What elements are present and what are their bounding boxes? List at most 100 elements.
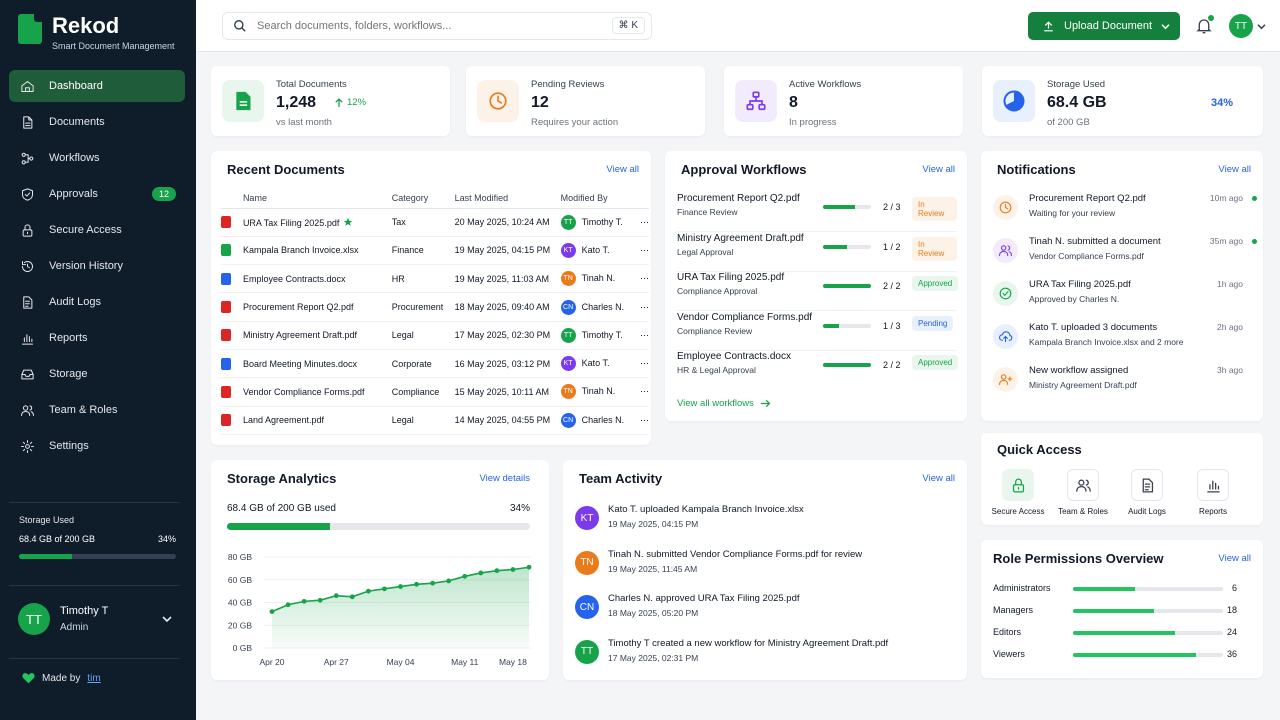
more-options-icon[interactable]: ⋯ — [640, 292, 649, 322]
chart-point[interactable] — [382, 586, 387, 592]
table-row[interactable]: Vendor Compliance Forms.pdf Compliance 15 … — [221, 377, 649, 407]
view-all-link[interactable]: View all — [1218, 553, 1251, 564]
star-icon[interactable] — [343, 217, 353, 227]
sidebar-item-dashboard[interactable]: Dashboard — [9, 70, 185, 102]
chart-point[interactable] — [398, 584, 403, 589]
chart-point[interactable] — [446, 578, 452, 584]
chart-point[interactable] — [269, 609, 275, 614]
more-options-icon[interactable]: ⋯ — [640, 406, 649, 435]
activity-item[interactable]: TT Timothy T created a new workflow for M… — [575, 638, 955, 678]
stat-card-total-documents[interactable]: Total Documents 1,248 vs last month 12% — [211, 66, 450, 136]
sidebar-item-audit-logs[interactable]: Audit Logs — [9, 286, 185, 318]
chart-point[interactable] — [285, 602, 291, 608]
chart-point[interactable] — [510, 567, 516, 572]
role-permission-row[interactable]: Editors 24 — [993, 627, 1249, 649]
quick-access-team-roles[interactable]: Team & Roles — [1053, 469, 1113, 516]
table-row[interactable]: Procurement Report Q2.pdf Procurement 18 M… — [221, 292, 649, 322]
chart-point[interactable] — [462, 573, 468, 579]
sidebar-item-storage[interactable]: Storage — [9, 358, 185, 390]
upload-document-button[interactable]: Upload Document — [1028, 12, 1180, 40]
view-all-link[interactable]: View all — [1218, 164, 1251, 175]
column-header-modified-by[interactable]: Modified By — [560, 188, 640, 209]
chart-point[interactable] — [430, 580, 436, 586]
table-row[interactable]: Kampala Branch Invoice.xlsx Finance 19 May… — [221, 236, 649, 266]
stat-card-storage-used[interactable]: Storage Used 68.4 GB of 200 GB 34% — [982, 66, 1263, 136]
chevron-down-icon[interactable] — [1161, 23, 1170, 30]
made-by-link[interactable]: tim — [87, 672, 101, 684]
table-row[interactable]: Land Agreement.pdf Legal 14 May 2025, 04:5… — [221, 406, 649, 435]
doc-name-cell[interactable]: Ministry Agreement Draft.pdf — [242, 321, 392, 350]
chart-point[interactable] — [317, 597, 323, 603]
sidebar-item-secure-access[interactable]: Secure Access — [9, 214, 185, 246]
view-details-link[interactable]: View details — [479, 473, 530, 484]
more-options-icon[interactable]: ⋯ — [640, 236, 649, 266]
notification-item[interactable]: Tinah N. submitted a document Vendor Comp… — [993, 236, 1261, 278]
sidebar-item-version-history[interactable]: Version History — [9, 250, 185, 282]
chart-point[interactable] — [333, 593, 339, 599]
chevron-down-icon[interactable] — [1257, 23, 1266, 30]
doc-name-cell[interactable]: Employee Contracts.docx — [242, 264, 392, 294]
chevron-down-icon[interactable] — [162, 615, 172, 623]
more-options-icon[interactable]: ⋯ — [640, 208, 649, 237]
more-options-icon[interactable]: ⋯ — [640, 264, 649, 294]
sidebar-item-team-roles[interactable]: Team & Roles — [9, 394, 185, 426]
chart-point[interactable] — [494, 568, 500, 574]
doc-name-cell[interactable]: Land Agreement.pdf — [242, 406, 392, 435]
view-all-link[interactable]: View all — [606, 164, 639, 175]
view-all-link[interactable]: View all — [922, 164, 955, 175]
workflow-item[interactable]: Procurement Report Q2.pdf Finance Review 2… — [677, 193, 957, 232]
role-permission-row[interactable]: Administrators 6 — [993, 583, 1249, 605]
stat-card-active-workflows[interactable]: Active Workflows 8 In progress — [724, 66, 963, 136]
role-permission-row[interactable]: Managers 18 — [993, 605, 1249, 627]
chart-point[interactable] — [526, 564, 532, 570]
search-box[interactable]: ⌘ K — [222, 12, 652, 40]
activity-item[interactable]: KT Kato T. uploaded Kampala Branch Invoic… — [575, 504, 955, 544]
view-all-link[interactable]: View all — [922, 473, 955, 484]
doc-name-cell[interactable]: Kampala Branch Invoice.xlsx — [242, 236, 392, 266]
workflow-item[interactable]: Ministry Agreement Draft.pdf Legal Approv… — [677, 233, 957, 272]
doc-name-cell[interactable]: Board Meeting Minutes.docx — [242, 349, 392, 379]
notification-item[interactable]: URA Tax Filing 2025.pdf Approved by Charl… — [993, 279, 1261, 321]
more-options-icon[interactable]: ⋯ — [640, 321, 649, 350]
doc-name-cell[interactable]: Vendor Compliance Forms.pdf — [242, 377, 392, 407]
sidebar-item-settings[interactable]: Settings — [9, 430, 185, 462]
activity-item[interactable]: TN Tinah N. submitted Vendor Compliance F… — [575, 549, 955, 589]
avatar[interactable]: TT — [1229, 14, 1253, 38]
doc-name-cell[interactable]: URA Tax Filing 2025.pdf — [242, 208, 392, 237]
table-row[interactable]: Ministry Agreement Draft.pdf Legal 17 May … — [221, 321, 649, 350]
quick-access-secure-access[interactable]: Secure Access — [988, 469, 1048, 516]
table-row[interactable]: Employee Contracts.docx HR 19 May 2025, 11… — [221, 264, 649, 294]
column-header-category[interactable]: Category — [391, 188, 455, 209]
quick-access-audit-logs[interactable]: Audit Logs — [1117, 469, 1177, 516]
chart-point[interactable] — [349, 594, 355, 600]
column-header-name[interactable]: Name — [242, 188, 392, 209]
chart-point[interactable] — [414, 581, 419, 587]
sidebar-item-workflows[interactable]: Workflows — [9, 142, 185, 174]
search-input[interactable] — [257, 20, 587, 32]
chart-point[interactable] — [478, 570, 484, 576]
notification-item[interactable]: New workflow assigned Ministry Agreement … — [993, 365, 1261, 407]
stat-card-pending-reviews[interactable]: Pending Reviews 12 Requires your action — [466, 66, 705, 136]
column-header-last-modified[interactable]: Last Modified — [454, 188, 561, 209]
sidebar-item-reports[interactable]: Reports — [9, 322, 185, 354]
notification-item[interactable]: Procurement Report Q2.pdf Waiting for you… — [993, 193, 1261, 235]
sidebar-item-approvals[interactable]: Approvals 12 — [9, 178, 185, 210]
workflow-item[interactable]: URA Tax Filing 2025.pdf Compliance Approv… — [677, 272, 959, 311]
table-row[interactable]: Board Meeting Minutes.docx Corporate 16 Ma… — [221, 349, 649, 379]
role-permission-row[interactable]: Viewers 36 — [993, 649, 1249, 671]
quick-access-reports[interactable]: Reports — [1183, 469, 1243, 516]
view-all-workflows-link[interactable]: View all workflows — [677, 398, 771, 409]
sidebar-item-documents[interactable]: Documents — [9, 106, 185, 138]
table-row[interactable]: URA Tax Filing 2025.pdf Tax 20 May 2025, 1… — [221, 208, 649, 237]
chart-point[interactable] — [301, 598, 307, 604]
user-profile[interactable]: TT Timothy T Admin — [18, 603, 178, 635]
chart-point[interactable] — [365, 588, 371, 594]
workflow-item[interactable]: Vendor Compliance Forms.pdf Compliance Re… — [677, 312, 957, 351]
bell-icon[interactable] — [1196, 17, 1212, 35]
doc-name-cell[interactable]: Procurement Report Q2.pdf — [242, 292, 392, 322]
more-options-icon[interactable]: ⋯ — [640, 349, 649, 379]
more-options-icon[interactable]: ⋯ — [640, 377, 649, 407]
workflow-item[interactable]: Employee Contracts.docx HR & Legal Approv… — [677, 351, 959, 390]
notification-item[interactable]: Kato T. uploaded 3 documents Kampala Bran… — [993, 322, 1261, 364]
activity-item[interactable]: CN Charles N. approved URA Tax Filing 202… — [575, 593, 955, 633]
